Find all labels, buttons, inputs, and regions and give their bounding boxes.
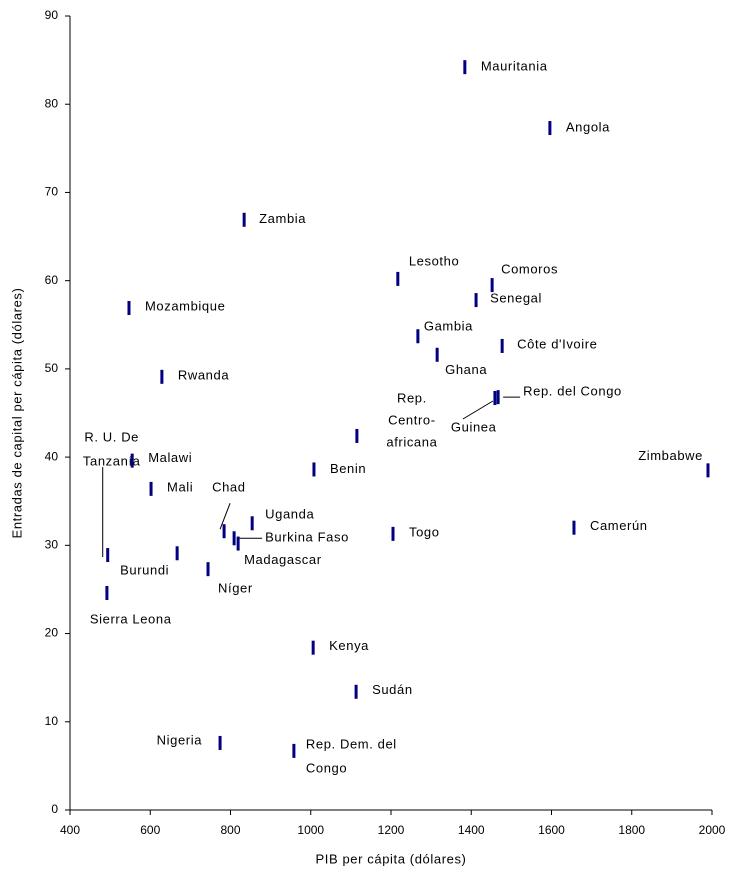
point bbox=[496, 390, 500, 405]
leader-line bbox=[462, 400, 494, 420]
point bbox=[106, 548, 110, 563]
point bbox=[396, 271, 400, 286]
point-label: africana bbox=[386, 434, 437, 449]
point bbox=[706, 463, 710, 478]
point-label: Zambia bbox=[259, 211, 306, 226]
point-label: Nigeria bbox=[157, 732, 203, 747]
point-label: Mozambique bbox=[145, 298, 225, 313]
point-label: Congo bbox=[306, 760, 347, 775]
point bbox=[312, 462, 316, 477]
y-tick-label: 40 bbox=[45, 449, 59, 463]
point bbox=[222, 524, 226, 539]
point bbox=[548, 121, 552, 136]
point bbox=[292, 743, 296, 758]
x-axis-label: PIB per cápita (dólares) bbox=[316, 851, 467, 866]
point-label: Mauritania bbox=[481, 59, 548, 74]
point bbox=[354, 684, 358, 699]
y-tick-label: 80 bbox=[45, 96, 59, 110]
point-label: Uganda bbox=[265, 507, 314, 522]
point-label: Mali bbox=[167, 479, 193, 494]
point-label: Côte d'Ivoire bbox=[517, 336, 597, 351]
y-tick-label: 10 bbox=[45, 714, 59, 728]
y-tick-label: 90 bbox=[45, 8, 59, 22]
point-label: Centro- bbox=[388, 412, 436, 427]
point-label: Zimbabwe bbox=[638, 448, 703, 463]
point-label: Burundi bbox=[120, 563, 169, 578]
x-tick-label: 1800 bbox=[618, 823, 645, 837]
point bbox=[435, 347, 439, 362]
point-label: Rep. del Congo bbox=[523, 384, 622, 399]
y-tick-label: 30 bbox=[45, 538, 59, 552]
point bbox=[572, 520, 576, 535]
point bbox=[474, 293, 478, 308]
point-label: Tanzanía bbox=[83, 453, 141, 468]
point-label: Rep. bbox=[397, 390, 427, 405]
point-label: Madagascar bbox=[244, 552, 322, 567]
point bbox=[236, 536, 240, 551]
leader-line bbox=[219, 503, 231, 530]
point bbox=[175, 546, 179, 561]
x-tick-label: 1200 bbox=[378, 823, 405, 837]
point bbox=[242, 212, 246, 227]
x-tick-label: 1600 bbox=[538, 823, 565, 837]
x-tick-label: 400 bbox=[60, 823, 80, 837]
point-label: Benin bbox=[330, 461, 366, 476]
point bbox=[149, 481, 153, 496]
point-label: Lesotho bbox=[409, 253, 459, 268]
point-label: Sudán bbox=[372, 682, 413, 697]
y-tick-label: 0 bbox=[51, 802, 58, 816]
y-tick-label: 20 bbox=[45, 626, 59, 640]
point bbox=[493, 391, 497, 406]
point bbox=[127, 301, 131, 316]
y-tick-label: 60 bbox=[45, 273, 59, 287]
point-label: Níger bbox=[218, 581, 253, 596]
point bbox=[232, 531, 236, 546]
point-label: Comoros bbox=[501, 262, 558, 277]
x-tick-label: 800 bbox=[220, 823, 240, 837]
point-label: Gambia bbox=[424, 319, 473, 334]
point-label: Guinea bbox=[451, 419, 497, 434]
point-label: Burkina Faso bbox=[265, 530, 349, 545]
point-label: Togo bbox=[409, 524, 440, 539]
point bbox=[355, 428, 359, 443]
point-label: Sierra Leona bbox=[90, 611, 172, 626]
point bbox=[130, 453, 134, 468]
point-label: Camerún bbox=[590, 518, 648, 533]
point-label: Malawi bbox=[148, 450, 192, 465]
y-axis-label: Entradas de capital per cápita (dólares) bbox=[9, 288, 24, 539]
point bbox=[311, 640, 315, 655]
point-label: R. U. De bbox=[84, 429, 139, 444]
point-label: Rwanda bbox=[178, 367, 229, 382]
point-label: Angola bbox=[566, 119, 610, 134]
point-label: Ghana bbox=[445, 362, 487, 377]
point-label: Senegal bbox=[490, 291, 542, 306]
point bbox=[206, 562, 210, 577]
point bbox=[250, 516, 254, 531]
y-tick-label: 70 bbox=[45, 185, 59, 199]
x-tick-label: 2000 bbox=[699, 823, 726, 837]
point bbox=[490, 278, 494, 293]
y-tick-label: 50 bbox=[45, 361, 59, 375]
x-tick-label: 1400 bbox=[458, 823, 485, 837]
point bbox=[416, 329, 420, 344]
point-label: Kenya bbox=[329, 638, 369, 653]
point bbox=[463, 60, 467, 75]
point bbox=[105, 585, 109, 600]
x-tick-label: 1000 bbox=[297, 823, 324, 837]
point-label: Chad bbox=[212, 480, 245, 495]
x-tick-label: 600 bbox=[140, 823, 160, 837]
point-label: Rep. Dem. del bbox=[306, 736, 397, 751]
point bbox=[391, 526, 395, 541]
point bbox=[500, 338, 504, 353]
point bbox=[218, 735, 222, 750]
point bbox=[160, 369, 164, 384]
